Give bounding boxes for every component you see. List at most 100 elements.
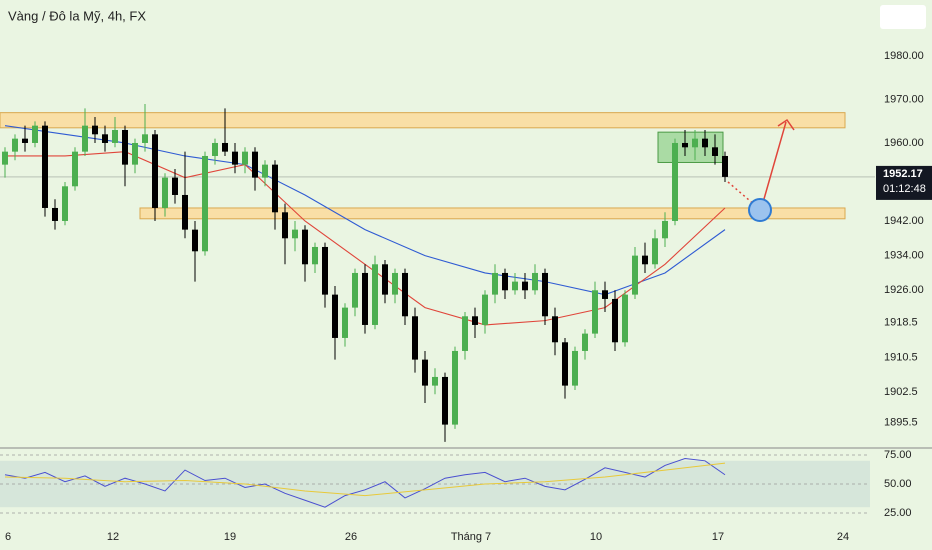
x-tick-label: 10 <box>590 531 602 543</box>
candle-body <box>592 290 598 334</box>
candle-body <box>372 264 378 325</box>
candle-body <box>712 147 718 156</box>
toolbar-box[interactable] <box>880 5 926 29</box>
rsi-line <box>4 457 726 508</box>
y-tick-label: 1934.00 <box>884 250 924 262</box>
x-tick-label: 6 <box>5 531 11 543</box>
candle-body <box>542 272 548 317</box>
candle-body <box>22 138 28 143</box>
candle-body <box>212 142 218 156</box>
candle-body <box>42 125 48 208</box>
candle-body <box>412 316 418 360</box>
price-label: 1952.17 <box>883 168 923 180</box>
candle-body <box>502 272 508 291</box>
candle-body <box>292 229 298 239</box>
candle-body <box>612 298 618 343</box>
x-tick-label: 26 <box>345 531 357 543</box>
candle-body <box>342 307 348 338</box>
y-tick-label: 1895.5 <box>884 416 918 428</box>
candle-body <box>262 164 268 178</box>
candle-body <box>312 246 318 265</box>
candle-body <box>2 151 8 165</box>
candle-body <box>62 186 68 221</box>
y-tick-label: 25.00 <box>884 507 912 519</box>
candle-body <box>572 350 578 386</box>
candle-body <box>402 272 408 317</box>
candle-body <box>512 281 518 291</box>
candle-body <box>522 281 528 291</box>
candle-body <box>702 138 708 148</box>
candle-body <box>682 142 688 148</box>
candle-body <box>362 272 368 325</box>
candle-body <box>242 151 248 165</box>
candle-body <box>132 142 138 165</box>
candle-body <box>392 272 398 295</box>
y-tick-label: 1942.00 <box>884 215 924 227</box>
candle-body <box>52 207 58 221</box>
candle-body <box>642 255 648 265</box>
candle-body <box>182 194 188 230</box>
y-tick-label: 75.00 <box>884 449 912 461</box>
y-tick-label: 1926.00 <box>884 284 924 296</box>
candle-body <box>252 151 258 178</box>
candle-body <box>122 129 128 165</box>
candle-body <box>692 138 698 148</box>
candle-body <box>222 142 228 152</box>
chart-title: Vàng / Đô la Mỹ, 4h, FX <box>8 8 146 23</box>
candle-body <box>162 177 168 208</box>
candle-body <box>352 272 358 308</box>
x-tick-label: Tháng 7 <box>451 531 491 543</box>
rsi-line <box>4 462 726 497</box>
price-label-box <box>876 165 932 200</box>
candle-body <box>72 151 78 187</box>
candle-body <box>562 342 568 386</box>
candle-body <box>472 316 478 325</box>
candle-body <box>442 376 448 425</box>
y-tick-label: 1980.00 <box>884 50 924 62</box>
projection-arrow <box>761 118 795 207</box>
target-circle <box>748 198 772 222</box>
countdown: 01:12:48 <box>883 183 926 195</box>
candle-body <box>422 359 428 386</box>
candle-body <box>142 134 148 143</box>
candle-body <box>552 316 558 343</box>
candle-body <box>662 220 668 239</box>
candle-body <box>152 134 158 208</box>
y-tick-label: 1902.5 <box>884 386 918 398</box>
candle-body <box>282 212 288 239</box>
candle-body <box>722 155 728 177</box>
candle-body <box>622 294 628 343</box>
candle-body <box>272 164 278 213</box>
candle-body <box>102 134 108 143</box>
candle-body <box>672 142 678 221</box>
candle-body <box>92 125 98 135</box>
candle-body <box>452 350 458 425</box>
candle-body <box>82 125 88 152</box>
candle-body <box>652 238 658 265</box>
candle-body <box>492 272 498 295</box>
y-tick-label: 1918.5 <box>884 317 918 329</box>
candle-body <box>432 376 438 386</box>
candle-body <box>602 290 608 299</box>
zone <box>0 112 846 129</box>
candle-body <box>202 155 208 252</box>
candle-body <box>172 177 178 195</box>
candle-body <box>382 264 388 295</box>
candle-body <box>32 125 38 143</box>
y-tick-label: 50.00 <box>884 478 912 490</box>
candle-body <box>192 229 198 252</box>
candle-body <box>532 272 538 291</box>
candle-body <box>322 246 328 295</box>
y-tick-label: 1910.5 <box>884 351 918 363</box>
zone <box>139 207 846 220</box>
x-tick-label: 17 <box>712 531 724 543</box>
candle-body <box>302 229 308 265</box>
candle-body <box>482 294 488 325</box>
candle-body <box>332 294 338 338</box>
x-tick-label: 12 <box>107 531 119 543</box>
candle-body <box>12 138 18 152</box>
candle-body <box>582 333 588 351</box>
candle-body <box>462 316 468 351</box>
